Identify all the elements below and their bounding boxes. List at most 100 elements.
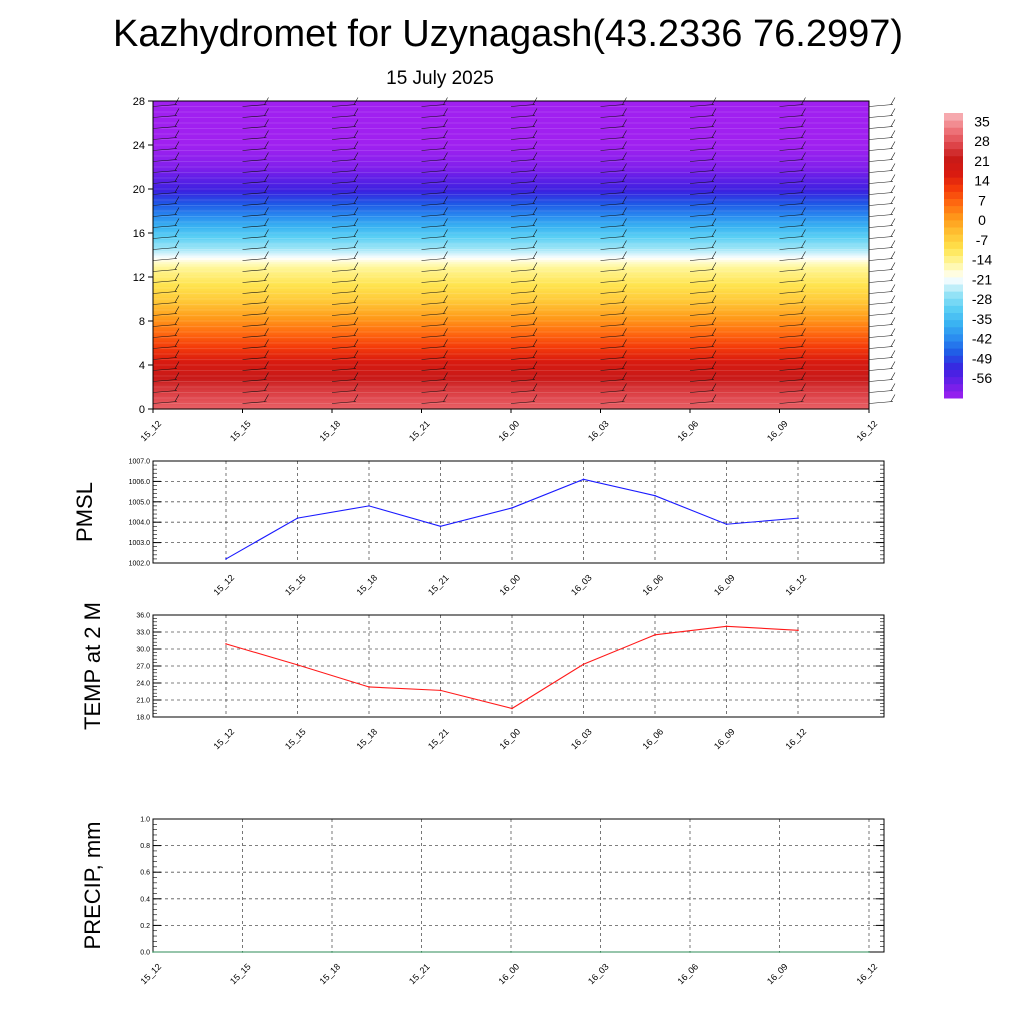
wind-barb	[510, 302, 536, 305]
wind-barb-flag	[353, 361, 359, 369]
temperature-band	[153, 211, 869, 214]
wind-barb-flag	[443, 295, 448, 303]
temperature-band	[153, 120, 869, 124]
wind-barb	[331, 126, 357, 129]
wind-barb-flag	[443, 339, 448, 347]
wind-barb-flag	[443, 130, 448, 138]
pmsl-point	[439, 525, 442, 528]
wind-barb	[242, 192, 267, 195]
wind-barb	[510, 192, 536, 195]
wind-barb-flag	[711, 295, 717, 303]
wind-barb-flag	[711, 130, 717, 138]
temperature-band	[153, 158, 869, 161]
temperature-band	[153, 147, 869, 150]
wind-barb	[152, 203, 178, 206]
wind-barb	[689, 302, 715, 305]
wind-barb-flag	[890, 152, 896, 160]
wind-barb	[600, 324, 625, 327]
temperature-band	[153, 138, 869, 142]
wind-barb	[510, 225, 536, 228]
wind-barb	[421, 181, 446, 184]
wind-barb-flag	[711, 284, 717, 292]
wind-barb	[600, 104, 625, 107]
wind-barb-flag	[801, 240, 806, 248]
precip-x-tick-label: 15_15	[228, 961, 253, 986]
wind-barb	[779, 115, 804, 118]
wind-barb	[689, 335, 715, 338]
wind-barb-flag	[174, 295, 180, 303]
colorbar-segment	[944, 205, 963, 214]
wind-barb	[510, 104, 536, 107]
wind-barb-flag	[801, 152, 806, 160]
temperature-band	[153, 288, 869, 291]
wind-barb-flag	[801, 163, 806, 171]
wind-barb	[421, 269, 446, 272]
wind-barb	[600, 368, 625, 371]
colorbar-label: -7	[976, 232, 989, 248]
colorbar-segment	[944, 120, 963, 128]
wind-barb	[868, 126, 894, 129]
wind-barb-flag	[174, 218, 180, 226]
wind-barb	[331, 236, 357, 239]
precip-x-tick-label: 15_21	[407, 961, 432, 986]
temperature-band	[153, 189, 869, 192]
wind-barb	[689, 269, 715, 272]
temperature-band	[153, 305, 869, 309]
pmsl-x-tick-label: 15_21	[426, 572, 451, 597]
wind-barb	[152, 137, 178, 140]
wind-barb-flag	[711, 141, 717, 149]
temperature-band	[153, 338, 869, 342]
temperature-band	[153, 162, 869, 166]
wind-barb-flag	[264, 361, 269, 369]
temperature-band	[153, 175, 869, 179]
wind-barb	[600, 313, 625, 316]
colorbar-segment	[944, 355, 963, 363]
pmsl-x-tick-label: 16_03	[569, 572, 594, 597]
wind-barb-flag	[174, 372, 180, 380]
temperature-band	[153, 195, 869, 199]
wind-barb	[600, 214, 625, 217]
wind-barb-flag	[711, 372, 717, 380]
temperature-band	[153, 400, 869, 403]
colorbar-segment	[944, 127, 963, 135]
wind-barb	[152, 302, 178, 305]
wind-barb-flag	[622, 218, 627, 226]
temperature-band	[153, 169, 869, 172]
temperature-band	[153, 296, 869, 300]
wind-barb	[600, 203, 625, 206]
pmsl-y-tick-label: 1002.0	[129, 561, 151, 568]
wind-barb-flag	[264, 229, 269, 237]
wind-barb-flag	[174, 350, 180, 358]
colorbar-segment	[944, 227, 963, 235]
wind-barb-flag	[711, 339, 717, 347]
temperature-band	[153, 112, 869, 115]
wind-barb	[510, 324, 536, 327]
wind-barb-flag	[801, 119, 806, 127]
wind-barb	[868, 269, 894, 272]
pmsl-x-tick-label: 16_12	[783, 572, 808, 597]
wind-barb-flag	[890, 339, 896, 347]
temperature-band	[153, 131, 869, 135]
temperature-band	[153, 345, 869, 348]
temp-frame	[152, 614, 885, 718]
colorbar-segment	[944, 305, 963, 313]
wind-barb	[152, 236, 178, 239]
wind-barb-flag	[353, 174, 359, 182]
wind-barb	[779, 313, 804, 316]
wind-barb	[600, 401, 625, 404]
wind-barb-flag	[353, 273, 359, 281]
wind-barb-flag	[443, 119, 448, 127]
temperature-band	[153, 369, 869, 373]
temperature-band	[153, 272, 869, 276]
wind-barb-flag	[264, 383, 269, 391]
wind-barb	[152, 170, 178, 173]
wind-barb	[779, 192, 804, 195]
wind-barb-flag	[622, 317, 627, 325]
colorbar-segment	[944, 369, 963, 378]
colorbar-segment	[944, 177, 963, 185]
wind-barb-flag	[353, 372, 359, 380]
y-tick-label: 28	[133, 96, 145, 108]
wind-barb	[242, 214, 267, 217]
colorbar-segment	[944, 390, 963, 399]
x-tick-label: 15_18	[317, 418, 342, 443]
